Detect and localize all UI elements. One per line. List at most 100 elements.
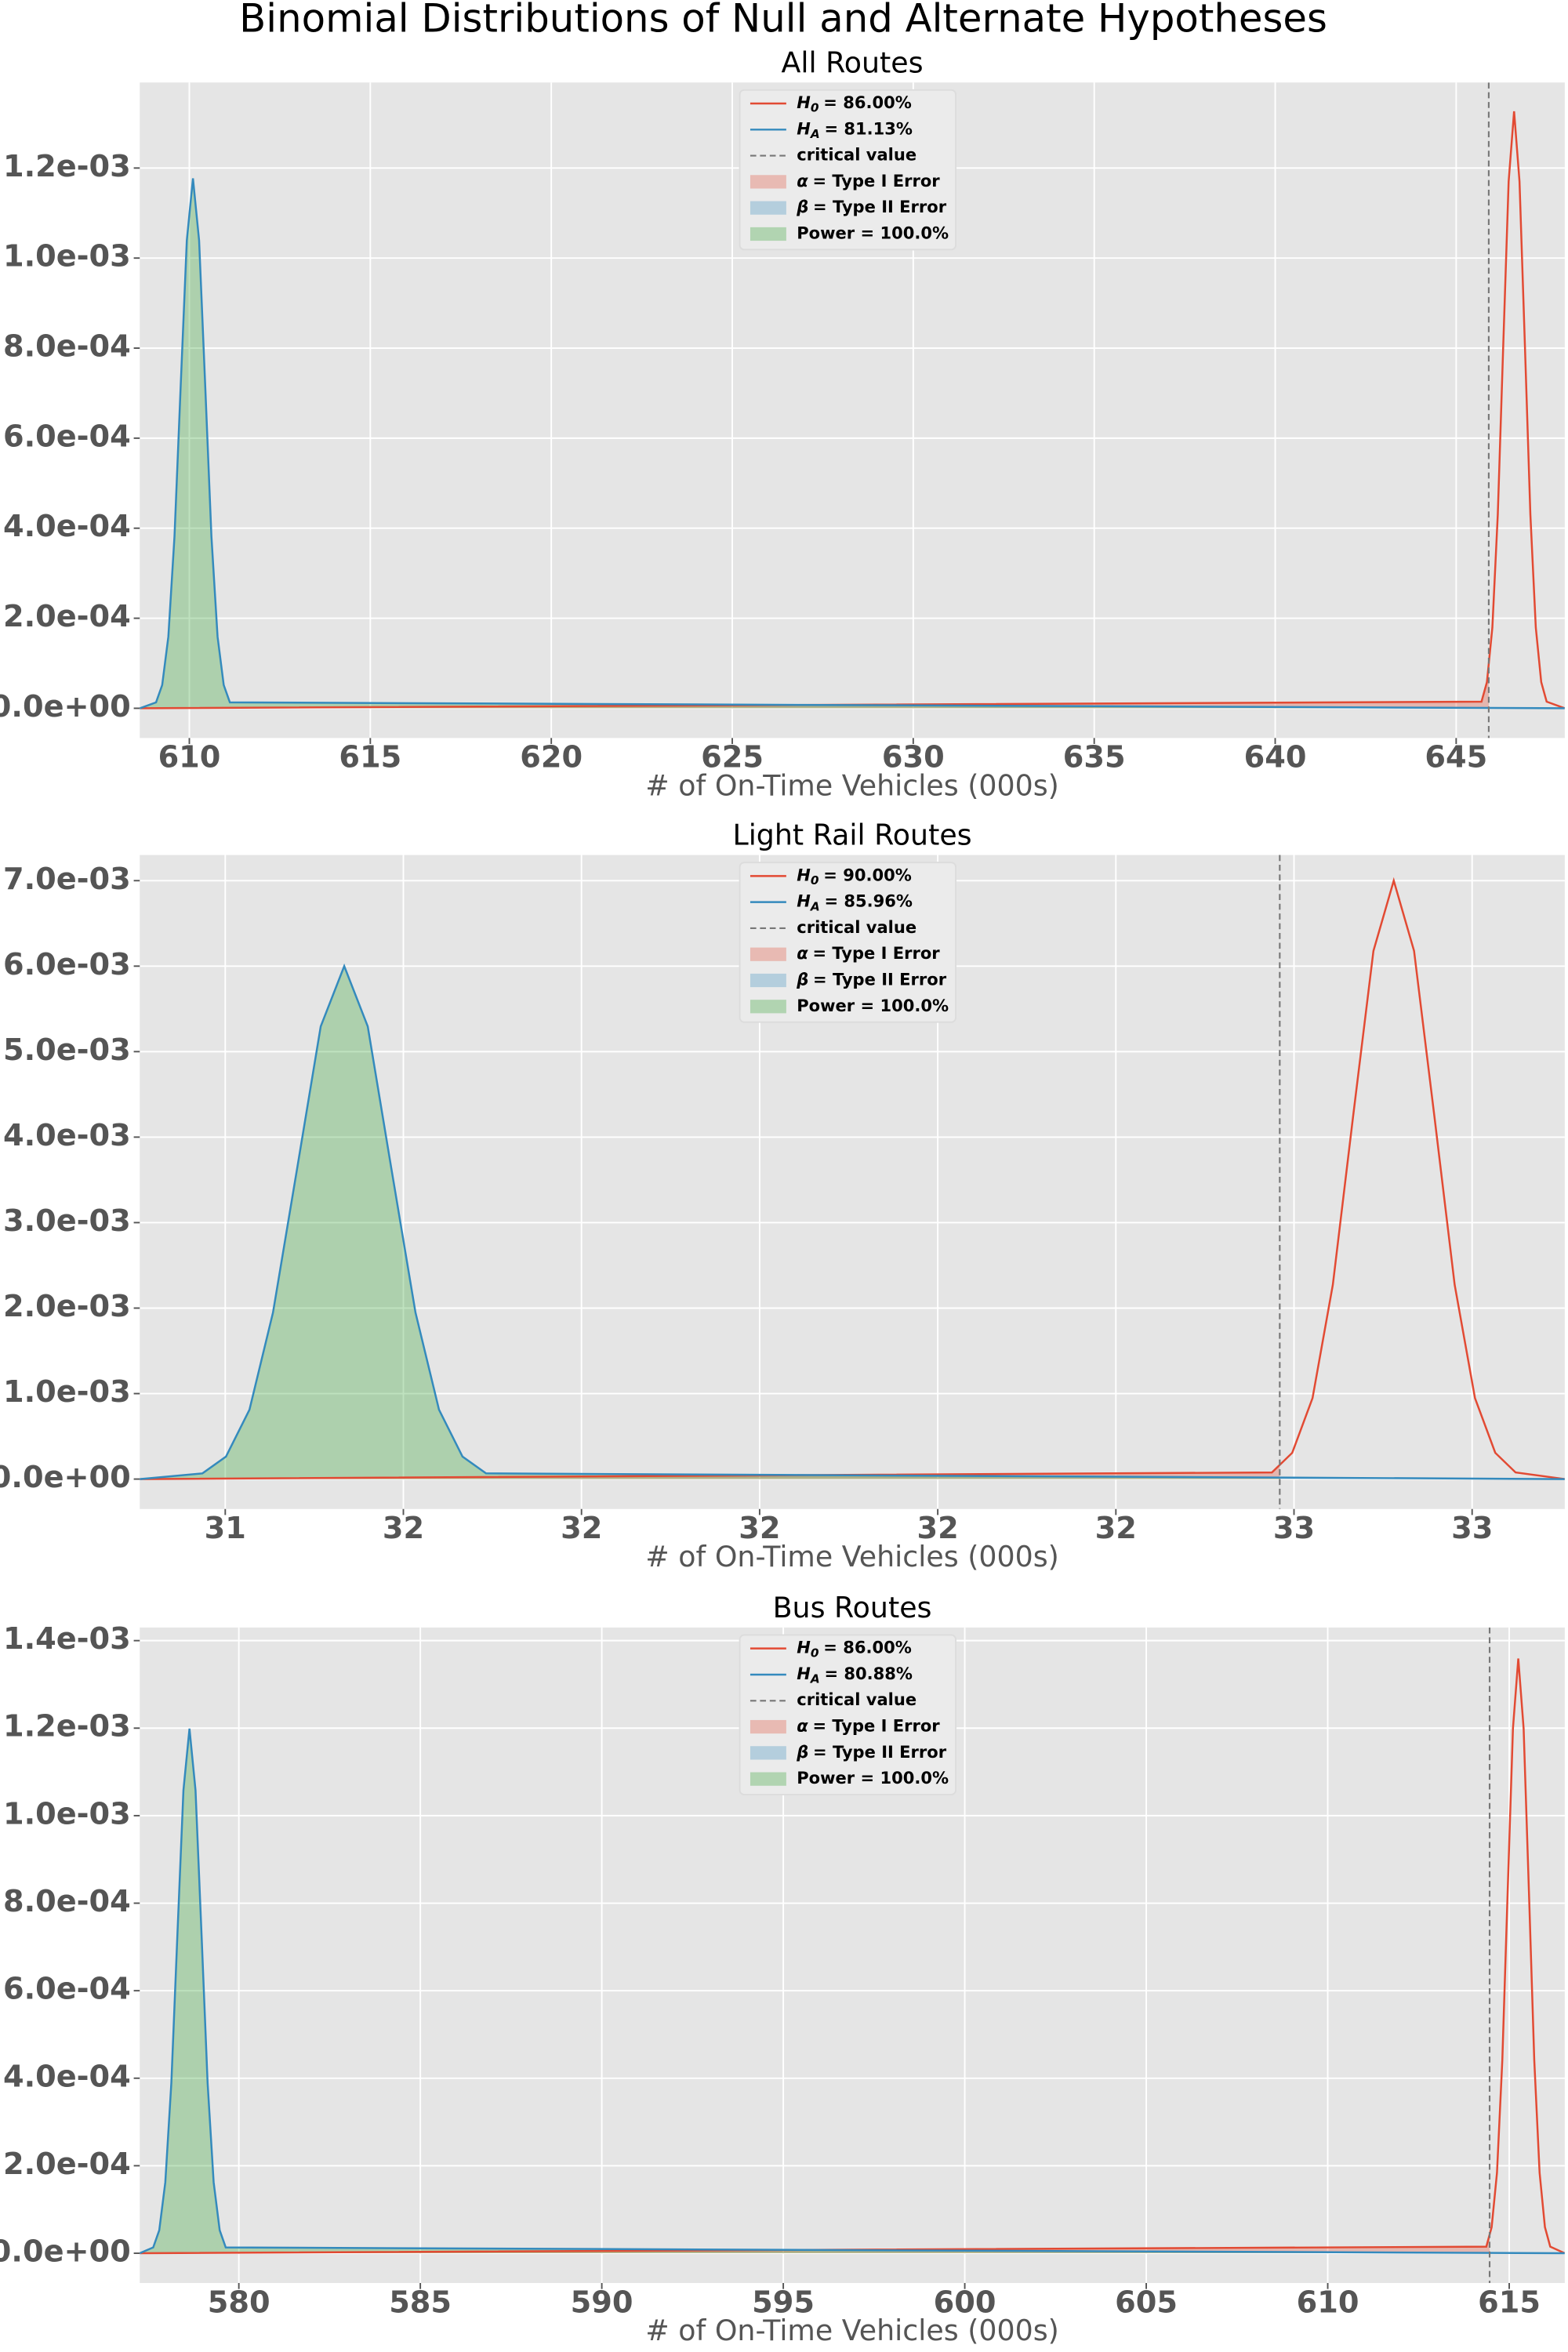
legend-subscript: 0	[811, 1646, 819, 1660]
y-tick-label: 4.0e-04	[3, 2059, 131, 2094]
legend-swatch	[750, 201, 786, 215]
legend-symbol: β	[796, 197, 808, 216]
x-tick-label: 620	[520, 740, 583, 775]
legend-label: critical value	[797, 917, 916, 937]
x-axis-label: # of On-Time Vehicles (000s)	[645, 1540, 1059, 1573]
legend-symbol: H	[797, 93, 811, 112]
y-tick-label: 0.0e+00	[0, 689, 131, 724]
x-tick-label: 33	[1273, 1511, 1315, 1546]
legend-label: Power = 100.0%	[797, 1768, 949, 1788]
x-tick-label: 610	[158, 740, 221, 775]
y-tick-label: 8.0e-04	[3, 1884, 131, 1919]
legend-label: critical value	[797, 1690, 916, 1709]
legend-subscript: 0	[811, 100, 819, 114]
x-tick-label: 605	[1115, 2285, 1178, 2320]
x-tick-label: 645	[1425, 740, 1487, 775]
y-tick-label: 1.4e-03	[3, 1621, 131, 1657]
y-tick-label: 3.0e-03	[3, 1203, 131, 1239]
legend-text: Power = 100.0%	[797, 1768, 949, 1788]
x-tick-label: 32	[916, 1511, 958, 1546]
legend-label: HA = 85.96%	[797, 891, 913, 913]
legend-text: = Type I Error	[812, 943, 940, 963]
plot-area	[140, 855, 1565, 1509]
legend-swatch	[750, 1746, 786, 1760]
legend-box	[739, 89, 957, 251]
legend-text: = 90.00%	[823, 865, 912, 884]
legend-text: = Type II Error	[813, 1742, 947, 1762]
x-tick-label: 31	[205, 1511, 246, 1546]
y-tick-label: 1.0e-03	[3, 1796, 131, 1831]
x-tick-label: 630	[882, 740, 945, 775]
legend-label: Power = 100.0%	[797, 223, 949, 242]
legend-symbol: β	[796, 1742, 808, 1762]
plot-area	[140, 82, 1565, 739]
x-tick-label: 32	[561, 1511, 602, 1546]
legend-label: α = Type I Error	[797, 171, 940, 191]
legend-subscript: A	[810, 1671, 820, 1686]
x-tick-label: 590	[571, 2285, 633, 2320]
legend-swatch	[750, 947, 786, 961]
series-line	[140, 1658, 1565, 2255]
series-line	[140, 963, 1565, 1480]
y-tick-label: 6.0e-03	[3, 947, 131, 982]
x-tick-label: 615	[339, 740, 401, 775]
series-line	[140, 877, 1565, 1480]
y-tick-label: 4.0e-04	[3, 509, 131, 544]
y-tick-label: 6.0e-04	[3, 419, 131, 454]
legend-symbol: α	[797, 171, 808, 191]
legend-label: H0 = 86.00%	[797, 1638, 912, 1660]
legend-subscript: A	[810, 127, 820, 141]
legend-label: β = Type II Error	[796, 1742, 946, 1762]
x-tick-label: 585	[389, 2285, 452, 2320]
series-line	[140, 1728, 1565, 2255]
legend-symbol: H	[797, 1664, 811, 1683]
y-tick-label: 7.0e-03	[3, 862, 131, 897]
legend-symbol: H	[797, 865, 811, 884]
legend-label: Power = 100.0%	[797, 996, 949, 1015]
legend-symbol: H	[797, 1638, 811, 1657]
grid	[140, 855, 1565, 1509]
y-tick-label: 2.0e-03	[3, 1289, 131, 1324]
legend-text: = 81.13%	[824, 118, 913, 138]
y-tick-label: 0.0e+00	[0, 2234, 131, 2270]
figure-title: Binomial Distributions of Null and Alter…	[239, 0, 1327, 41]
legend-subscript: A	[810, 899, 820, 913]
legend-text: = 86.00%	[823, 93, 912, 112]
legend-label: α = Type I Error	[797, 943, 940, 963]
legend-text: Power = 100.0%	[797, 223, 949, 242]
x-tick-label: 32	[1095, 1511, 1137, 1546]
x-tick-label: 635	[1063, 740, 1126, 775]
legend-swatch	[750, 1772, 786, 1786]
legend-symbol: H	[797, 891, 811, 911]
x-tick-label: 32	[383, 1511, 424, 1546]
x-tick-label: 33	[1451, 1511, 1493, 1546]
y-tick-label: 1.0e-03	[3, 1374, 131, 1410]
legend-label: β = Type II Error	[796, 970, 946, 989]
x-tick-label: 640	[1244, 740, 1307, 775]
x-tick-label: 595	[752, 2285, 815, 2320]
x-tick-label: 600	[934, 2285, 996, 2320]
x-tick-label: 625	[701, 740, 764, 775]
y-tick-label: 4.0e-03	[3, 1118, 131, 1153]
y-tick-label: 5.0e-03	[3, 1033, 131, 1068]
y-tick-label: 6.0e-04	[3, 1972, 131, 2007]
legend-symbol: H	[797, 118, 811, 138]
legend-label: α = Type I Error	[797, 1716, 940, 1736]
x-tick-label: 610	[1297, 2285, 1359, 2320]
legend-symbol: α	[797, 1716, 808, 1736]
legend-swatch	[750, 1719, 786, 1734]
legend-text: = 86.00%	[823, 1638, 912, 1657]
subplot-title: Bus Routes	[773, 1591, 932, 1624]
legend-text: = Type I Error	[812, 171, 940, 191]
legend-text: = Type II Error	[813, 197, 947, 216]
y-tick-label: 2.0e-04	[3, 2147, 131, 2182]
legend-label: H0 = 86.00%	[797, 93, 912, 114]
legend-label: H0 = 90.00%	[797, 865, 912, 887]
x-tick-label: 615	[1478, 2285, 1541, 2320]
series-line	[140, 111, 1565, 710]
legend-box	[739, 862, 957, 1023]
y-tick-label: 1.2e-03	[3, 1709, 131, 1744]
legend: H0 = 90.00% HA = 85.96% critical value α = Typ…	[739, 862, 957, 1023]
legend: H0 = 86.00% HA = 80.88% critical value α = Typ…	[739, 1634, 957, 1795]
